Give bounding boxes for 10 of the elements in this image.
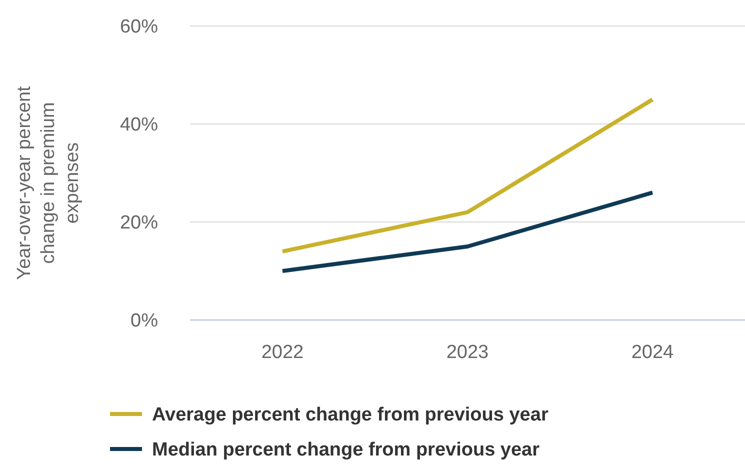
x-tick-label: 2023	[446, 342, 489, 363]
legend-label: Average percent change from previous year	[152, 404, 549, 426]
y-tick-label: 60%	[120, 16, 158, 38]
y-tick-label: 40%	[120, 114, 158, 136]
x-tick-label: 2024	[631, 342, 674, 363]
y-tick-label: 20%	[120, 212, 158, 234]
legend-label: Median percent change from previous year	[152, 440, 540, 461]
y-tick-label: 0%	[130, 310, 158, 332]
x-tick-label: 2022	[261, 342, 304, 363]
y-axis-title: Year-over-year percent change in premium expenses	[14, 85, 83, 280]
